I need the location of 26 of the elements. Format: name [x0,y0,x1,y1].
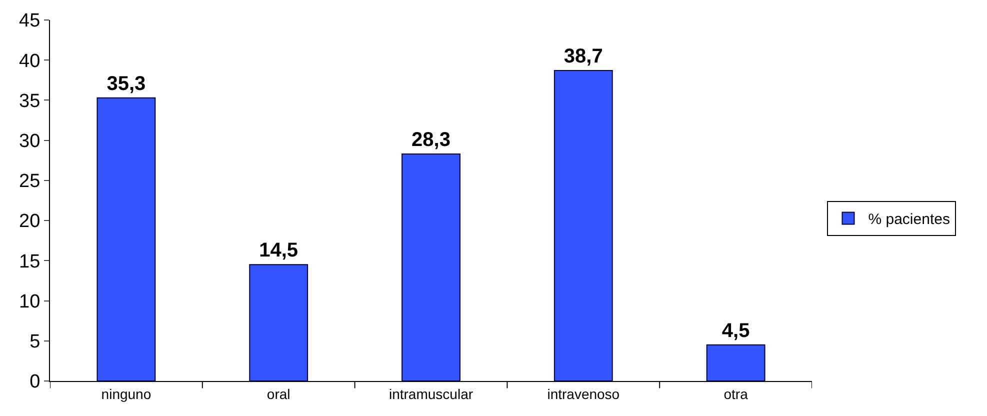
x-tick-label: oral [266,386,290,402]
data-label: 28,3 [412,128,450,151]
x-tick-label: otra [724,386,748,402]
y-tick-label: 30 [19,130,40,152]
y-tick-label: 35 [19,90,40,112]
data-label: 14,5 [259,240,298,262]
data-label: 38,7 [564,46,603,68]
bar [249,264,308,381]
legend-label: % pacientes [868,211,950,228]
y-tick-label: 20 [19,211,40,232]
y-tick-label: 45 [19,10,40,32]
x-tick-label: intramuscular [388,386,474,402]
y-tick-label: 5 [30,332,40,353]
bar [402,153,460,381]
data-label: 4,5 [722,320,750,342]
y-tick-label: 0 [30,372,40,393]
data-label: 35,3 [106,72,146,95]
x-tick-label: ninguno [101,386,152,402]
x-tick-label: intravenoso [547,386,620,402]
bar [706,344,766,381]
bar [96,97,156,381]
y-tick-label: 10 [19,291,40,312]
y-tick-label: 40 [19,50,40,72]
y-tick-label: 25 [19,171,40,192]
y-tick-label: 15 [19,251,40,272]
bar [554,70,613,381]
